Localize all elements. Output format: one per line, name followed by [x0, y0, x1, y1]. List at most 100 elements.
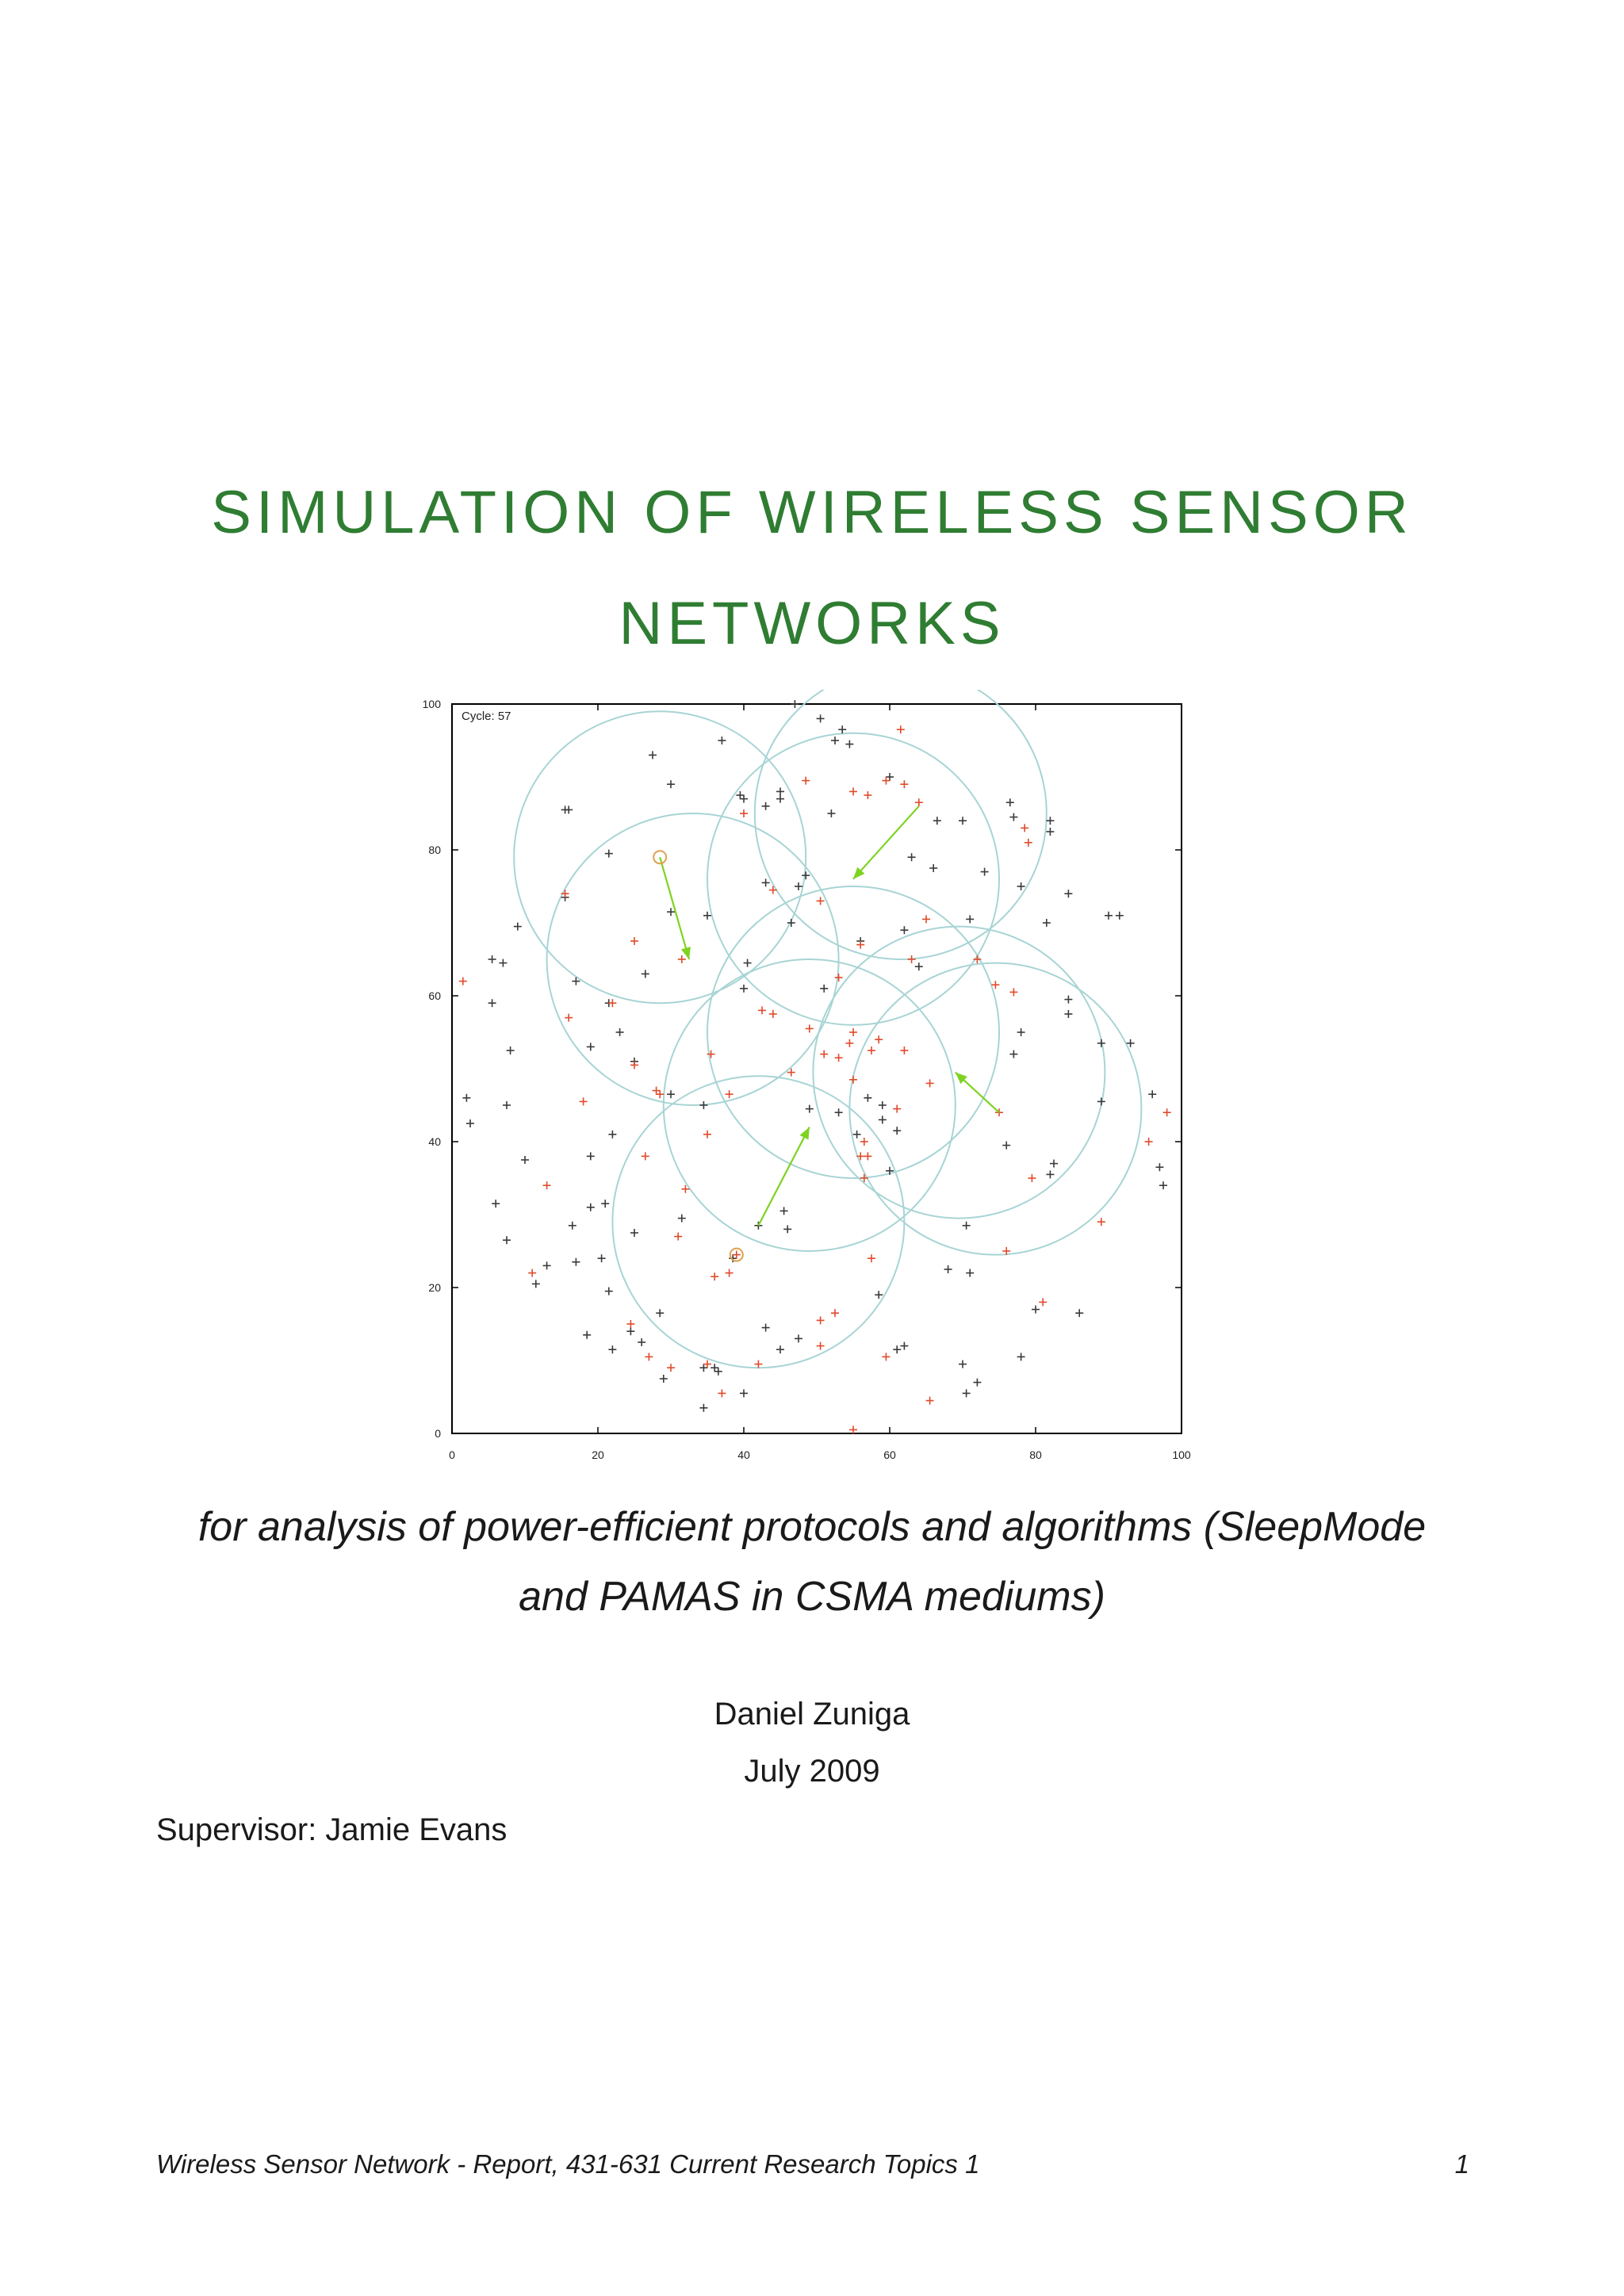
sensor-node — [641, 970, 649, 978]
sensor-node — [1064, 1010, 1073, 1018]
sensor-node — [503, 1236, 511, 1245]
sensor-node — [1115, 911, 1124, 920]
sensor-node — [802, 871, 810, 880]
document-title-line-1: SIMULATION OF WIRELESS SENSOR — [211, 479, 1413, 546]
y-tick-label: 0 — [435, 1427, 441, 1440]
sensor-node — [973, 1378, 982, 1387]
y-tick-label: 40 — [428, 1135, 441, 1148]
sensor-node — [703, 911, 711, 920]
sensor-node — [845, 1039, 854, 1047]
sensor-node — [542, 1181, 551, 1190]
sensor-node — [1017, 1028, 1025, 1036]
sensor-node — [944, 1265, 952, 1273]
transmission-arrows — [659, 806, 1000, 1226]
sensor-node — [820, 1050, 829, 1058]
sensor-node — [776, 1345, 784, 1354]
sensor-node — [893, 1345, 902, 1354]
sensor-node — [1042, 919, 1051, 927]
transmission-arrow — [955, 1071, 1000, 1114]
sensor-node — [1162, 1108, 1171, 1117]
sensor-node — [699, 1364, 708, 1372]
sensor-node — [1050, 1159, 1058, 1168]
sensor-node — [1009, 1050, 1018, 1058]
sensor-node — [886, 773, 894, 781]
sensor-node — [542, 1261, 551, 1270]
sensor-node — [649, 751, 657, 760]
sensor-node — [878, 1101, 887, 1109]
sensor-node — [1097, 1039, 1105, 1047]
sensor-node — [768, 1010, 777, 1018]
subtitle-line-1: for analysis of power-efficient protocol… — [197, 1504, 1427, 1550]
transmission-arrow — [659, 856, 691, 960]
range-circle — [707, 886, 1000, 1179]
sensor-node — [849, 787, 857, 796]
source-marker — [729, 1247, 744, 1262]
sensor-node — [615, 1028, 624, 1036]
sensor-node — [834, 974, 843, 982]
sensor-node — [856, 940, 865, 949]
sensor-node — [626, 1320, 635, 1328]
sensor-node — [900, 1341, 909, 1350]
sensor-node — [674, 1232, 683, 1241]
sensor-node — [1097, 1097, 1105, 1106]
sensor-node — [677, 1214, 686, 1223]
sensor-node — [572, 1257, 580, 1266]
x-tick-label: 20 — [592, 1448, 604, 1461]
sensor-node — [531, 1280, 540, 1288]
page-number: 1 — [1454, 2149, 1469, 2179]
sensor-node — [962, 1389, 971, 1398]
sensor-node — [868, 1047, 875, 1054]
sensor-node — [604, 1287, 613, 1295]
range-circle — [513, 710, 807, 1004]
sensor-node — [882, 776, 891, 785]
sensor-node — [1126, 1039, 1135, 1047]
sensor-node — [638, 1338, 646, 1346]
sensor-node — [462, 1093, 471, 1102]
sensor-node — [864, 1152, 872, 1161]
sensor-node — [652, 1086, 661, 1095]
sensor-node — [966, 1269, 975, 1277]
sensor-node — [893, 1104, 902, 1113]
sensor-node — [710, 1272, 719, 1281]
sensor-node — [933, 817, 941, 825]
x-tick-label: 80 — [1029, 1448, 1042, 1461]
sensor-node — [787, 919, 795, 927]
range-circle — [812, 925, 1106, 1219]
sensor-node — [586, 1043, 595, 1051]
sensor-node — [886, 1166, 894, 1175]
sensor-node — [718, 1389, 726, 1398]
sensor-node — [699, 1101, 708, 1109]
sensor-node — [513, 922, 522, 931]
range-circles — [513, 690, 1143, 1369]
sensor-node — [907, 955, 916, 963]
sensor-node — [878, 1115, 887, 1124]
sensor-node — [860, 1174, 868, 1182]
sensor-node — [973, 955, 982, 963]
sensor-node — [586, 1152, 595, 1161]
sensor-node — [1028, 1174, 1036, 1182]
sensor-node — [608, 1345, 617, 1354]
sensor-node — [849, 1425, 857, 1434]
sensor-node — [758, 1006, 766, 1015]
sensor-node — [1155, 1163, 1164, 1172]
sensor-node — [725, 1090, 733, 1099]
sensor-node — [499, 959, 508, 967]
sensor-node — [805, 1104, 814, 1113]
document-title-line-2: NETWORKS — [619, 590, 1005, 657]
sensor-node — [783, 1225, 792, 1234]
sensor-node — [1032, 1305, 1040, 1314]
sensor-node — [802, 776, 810, 785]
sensor-node — [729, 1254, 737, 1263]
sensor-node — [604, 849, 613, 858]
source-markers — [653, 850, 744, 1262]
sensor-node — [787, 1068, 795, 1077]
sensor-node — [740, 1389, 748, 1398]
sensor-node — [962, 1221, 971, 1230]
sensor-node — [959, 817, 967, 825]
sensor-node — [677, 955, 686, 963]
range-circle — [848, 962, 1143, 1256]
transmission-arrow — [757, 1127, 810, 1226]
sensor-node — [740, 809, 748, 817]
sensor-node — [659, 1375, 668, 1383]
sensor-node — [907, 853, 916, 862]
